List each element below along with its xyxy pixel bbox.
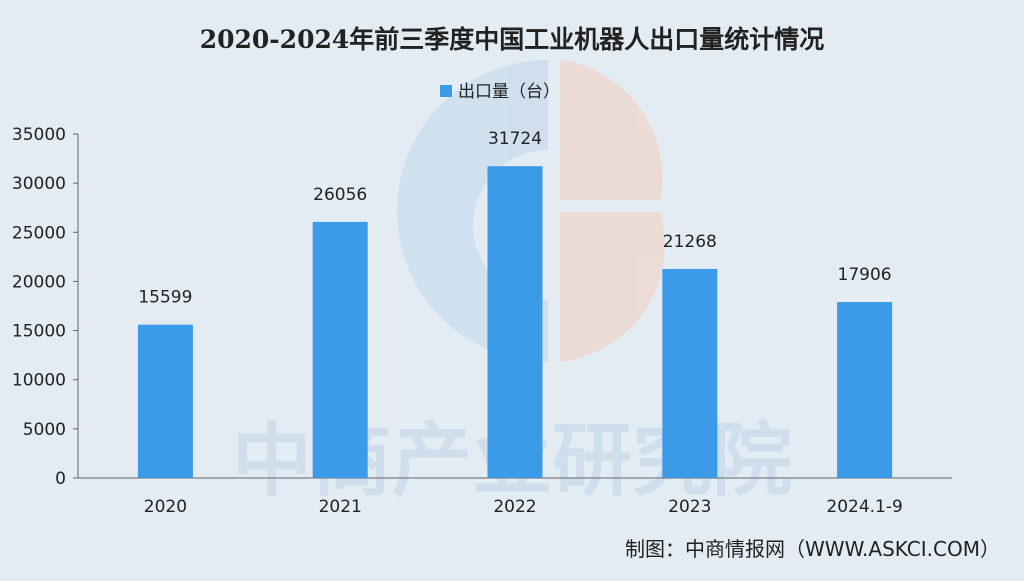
- y-tick-label: 25000: [12, 223, 66, 243]
- y-tick-label: 10000: [12, 371, 66, 391]
- x-tick-label: 2023: [668, 497, 711, 517]
- data-label: 31724: [488, 129, 542, 149]
- y-tick-label: 20000: [12, 272, 66, 292]
- bar-2023: [662, 268, 718, 478]
- y-tick-label: 5000: [23, 420, 66, 440]
- data-labels: 15599 26056 31724 21268 17906: [138, 129, 891, 307]
- legend-label: 出口量（台）: [458, 82, 560, 102]
- x-tick-label: 2024.1-9: [826, 497, 902, 517]
- watermark-logo: [397, 60, 665, 362]
- legend-swatch: [440, 85, 452, 97]
- bar-2024.1-9: [837, 302, 893, 478]
- source-note: 制图：中商情报网（WWW.ASKCI.COM）: [625, 537, 1000, 561]
- bar-2022: [487, 166, 543, 478]
- bar-2021: [312, 221, 368, 478]
- bar-2020: [137, 324, 193, 478]
- x-ticks: 2020 2021 2022 2023 2024.1-9: [144, 497, 903, 517]
- bars: [137, 166, 893, 478]
- y-ticks: 0 5000 10000 15000 20000 25000 30000 35000: [12, 125, 78, 489]
- data-label: 17906: [838, 265, 892, 285]
- data-label: 15599: [138, 288, 192, 308]
- y-tick-label: 15000: [12, 322, 66, 342]
- y-tick-label: 35000: [12, 125, 66, 145]
- y-tick-label: 30000: [12, 174, 66, 194]
- x-tick-label: 2022: [493, 497, 536, 517]
- chart-title: 2020-2024年前三季度中国工业机器人出口量统计情况: [200, 25, 825, 54]
- x-tick-label: 2020: [144, 497, 187, 517]
- y-tick-label: 0: [55, 469, 66, 489]
- data-label: 26056: [313, 185, 367, 205]
- data-label: 21268: [663, 232, 717, 252]
- x-tick-label: 2021: [319, 497, 362, 517]
- legend: 出口量（台）: [440, 82, 560, 102]
